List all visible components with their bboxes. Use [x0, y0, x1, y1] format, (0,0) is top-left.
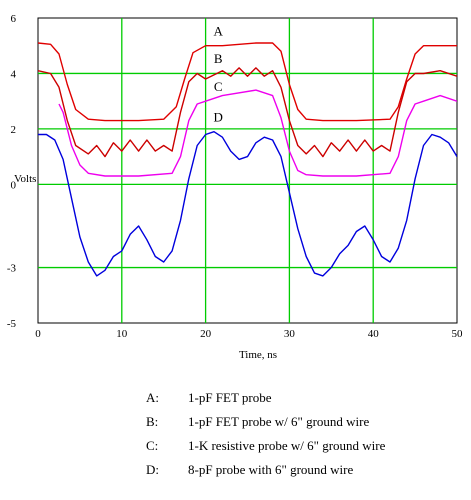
x-tick-label: 0: [35, 328, 41, 340]
legend: A: 1-pF FET probe B: 1-pF FET probe w/ 6" …: [146, 386, 385, 482]
y-axis-label: Volts: [14, 173, 36, 185]
legend-item-c: C: 1-K resistive probe w/ 6" ground wire: [146, 434, 385, 458]
series-curves: [38, 42, 457, 277]
legend-text: 1-K resistive probe w/ 6" ground wire: [188, 438, 386, 453]
y-tick-label: 0: [11, 179, 17, 191]
y-tick-label: 2: [11, 124, 17, 136]
curve-tag-b: B: [214, 51, 223, 66]
x-tick-labels: 0 10 20 30 40 50: [35, 328, 463, 340]
x-tick-label: 30: [284, 328, 296, 340]
series-line-b: [38, 67, 457, 158]
series-line-c: [58, 89, 457, 177]
grid-lines: [38, 18, 457, 323]
legend-key: D:: [146, 462, 159, 477]
legend-item-b: B: 1-pF FET probe w/ 6" ground wire: [146, 410, 385, 434]
legend-key: A:: [146, 390, 159, 405]
curve-tag-d: D: [213, 109, 222, 124]
y-tick-label: -3: [7, 263, 17, 275]
y-tick-label: 4: [11, 68, 17, 80]
y-tick-labels: 6 4 2 0 -3 -5: [7, 13, 17, 330]
x-axis-label: Time, ns: [239, 349, 277, 361]
legend-text: 8-pF probe with 6" ground wire: [188, 462, 354, 477]
series-line-a: [38, 42, 457, 122]
legend-text: 1-pF FET probe: [188, 390, 272, 405]
legend-text: 1-pF FET probe w/ 6" ground wire: [188, 414, 370, 429]
y-tick-label: 6: [11, 13, 17, 25]
x-tick-label: 10: [116, 328, 128, 340]
x-tick-label: 40: [368, 328, 380, 340]
legend-key: C:: [146, 438, 159, 453]
curve-tag-a: A: [213, 23, 223, 38]
legend-item-a: A: 1-pF FET probe: [146, 386, 385, 410]
y-tick-label: -5: [7, 318, 17, 330]
curve-tag-c: C: [214, 79, 223, 94]
legend-item-d: D: 8-pF probe with 6" ground wire: [146, 458, 385, 482]
series-line-d: [38, 130, 457, 277]
x-tick-label: 50: [452, 328, 464, 340]
legend-key: B:: [146, 414, 159, 429]
plot-frame: [37, 17, 458, 324]
x-tick-label: 20: [200, 328, 212, 340]
